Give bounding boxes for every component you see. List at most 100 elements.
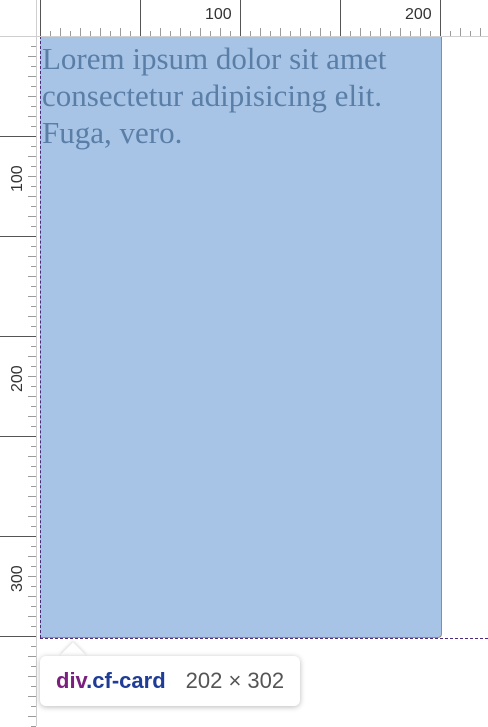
ruler-tick [31, 446, 36, 447]
ruler-tick [28, 296, 36, 297]
ruler-tick [31, 306, 36, 307]
ruler-tick [440, 0, 441, 36]
ruler-tick [31, 566, 36, 567]
ruler-tick [31, 66, 36, 67]
ruler-tick [31, 106, 36, 107]
ruler-tick [31, 426, 36, 427]
ruler-horizontal: 100 200 [0, 0, 488, 37]
ruler-tick [470, 31, 471, 36]
ruler-tick [31, 506, 36, 507]
tooltip-tag: div [56, 668, 87, 693]
ruler-tick [100, 28, 101, 36]
ruler-tick [31, 406, 36, 407]
ruler-tick [31, 326, 36, 327]
ruler-tick [230, 31, 231, 36]
element-tooltip: div.cf-card 202 × 302 [40, 656, 301, 706]
ruler-tick [28, 176, 36, 177]
ruler-tick [360, 28, 361, 36]
ruler-tick [28, 656, 36, 657]
ruler-tick [28, 196, 36, 197]
element-highlight[interactable] [40, 36, 442, 638]
ruler-label-200-vertical: 200 [9, 365, 26, 392]
ruler-tick [300, 28, 301, 36]
ruler-tick [0, 536, 36, 537]
ruler-tick [31, 206, 36, 207]
tooltip-class: .cf-card [86, 668, 166, 693]
ruler-tick [28, 616, 36, 617]
ruler-tick [460, 28, 461, 36]
ruler-tick [31, 706, 36, 707]
ruler-tick [0, 436, 36, 437]
ruler-tick [31, 246, 36, 247]
ruler-tick [350, 31, 351, 36]
ruler-tick [140, 0, 141, 36]
ruler-tick [290, 31, 291, 36]
ruler-tick [28, 576, 36, 577]
ruler-tick [28, 696, 36, 697]
ruler-tick [31, 186, 36, 187]
ruler-tick [28, 356, 36, 357]
tooltip-dimensions: 202 × 302 [185, 668, 285, 693]
ruler-tick [28, 376, 36, 377]
ruler-tick [270, 31, 271, 36]
tooltip-selector: div.cf-card [56, 668, 166, 694]
ruler-tick [31, 686, 36, 687]
ruler-tick [31, 666, 36, 667]
ruler-tick [330, 31, 331, 36]
ruler-tick [80, 28, 81, 36]
ruler-tick [28, 456, 36, 457]
ruler-tick [180, 28, 181, 36]
ruler-tick [31, 266, 36, 267]
ruler-tick [120, 28, 121, 36]
ruler-tick [28, 396, 36, 397]
ruler-tick [340, 0, 341, 36]
ruler-tick [28, 316, 36, 317]
ruler-tick [31, 606, 36, 607]
ruler-tick [31, 546, 36, 547]
ruler-tick [480, 28, 481, 36]
ruler-tick [70, 31, 71, 36]
ruler-tick [28, 556, 36, 557]
ruler-tick [28, 516, 36, 517]
ruler-tick [430, 31, 431, 36]
ruler-tick [31, 46, 36, 47]
ruler-tick [31, 626, 36, 627]
ruler-tick [170, 31, 171, 36]
ruler-tick [31, 526, 36, 527]
ruler-tick [160, 28, 161, 36]
ruler-tick [31, 646, 36, 647]
ruler-tick [320, 28, 321, 36]
ruler-tick [280, 28, 281, 36]
ruler-tick [50, 31, 51, 36]
ruler-tick [150, 31, 151, 36]
card-text: Lorem ipsum dolor sit amet consectetur a… [42, 41, 387, 150]
ruler-tick [31, 366, 36, 367]
ruler-tick [390, 31, 391, 36]
ruler-tick [400, 28, 401, 36]
ruler-label-100-vertical: 100 [9, 165, 26, 192]
ruler-tick [450, 31, 451, 36]
ruler-tick [28, 256, 36, 257]
ruler-vertical: 100 200 300 [0, 0, 37, 727]
ruler-tick [0, 236, 36, 237]
ruler-tick [28, 76, 36, 77]
ruler-label-300-vertical: 300 [9, 565, 26, 592]
guide-left [40, 36, 41, 638]
ruler-tick [28, 56, 36, 57]
ruler-tick [210, 31, 211, 36]
ruler-tick [28, 676, 36, 677]
ruler-tick [28, 156, 36, 157]
ruler-tick [31, 586, 36, 587]
ruler-tick [60, 28, 61, 36]
ruler-tick [28, 116, 36, 117]
guide-bottom [40, 638, 488, 639]
ruler-tick [31, 466, 36, 467]
ruler-tick [31, 346, 36, 347]
ruler-tick [31, 126, 36, 127]
ruler-tick [410, 31, 411, 36]
ruler-tick [28, 96, 36, 97]
ruler-tick [31, 146, 36, 147]
ruler-tick [380, 28, 381, 36]
ruler-label-200: 200 [405, 6, 432, 23]
ruler-tick [250, 31, 251, 36]
